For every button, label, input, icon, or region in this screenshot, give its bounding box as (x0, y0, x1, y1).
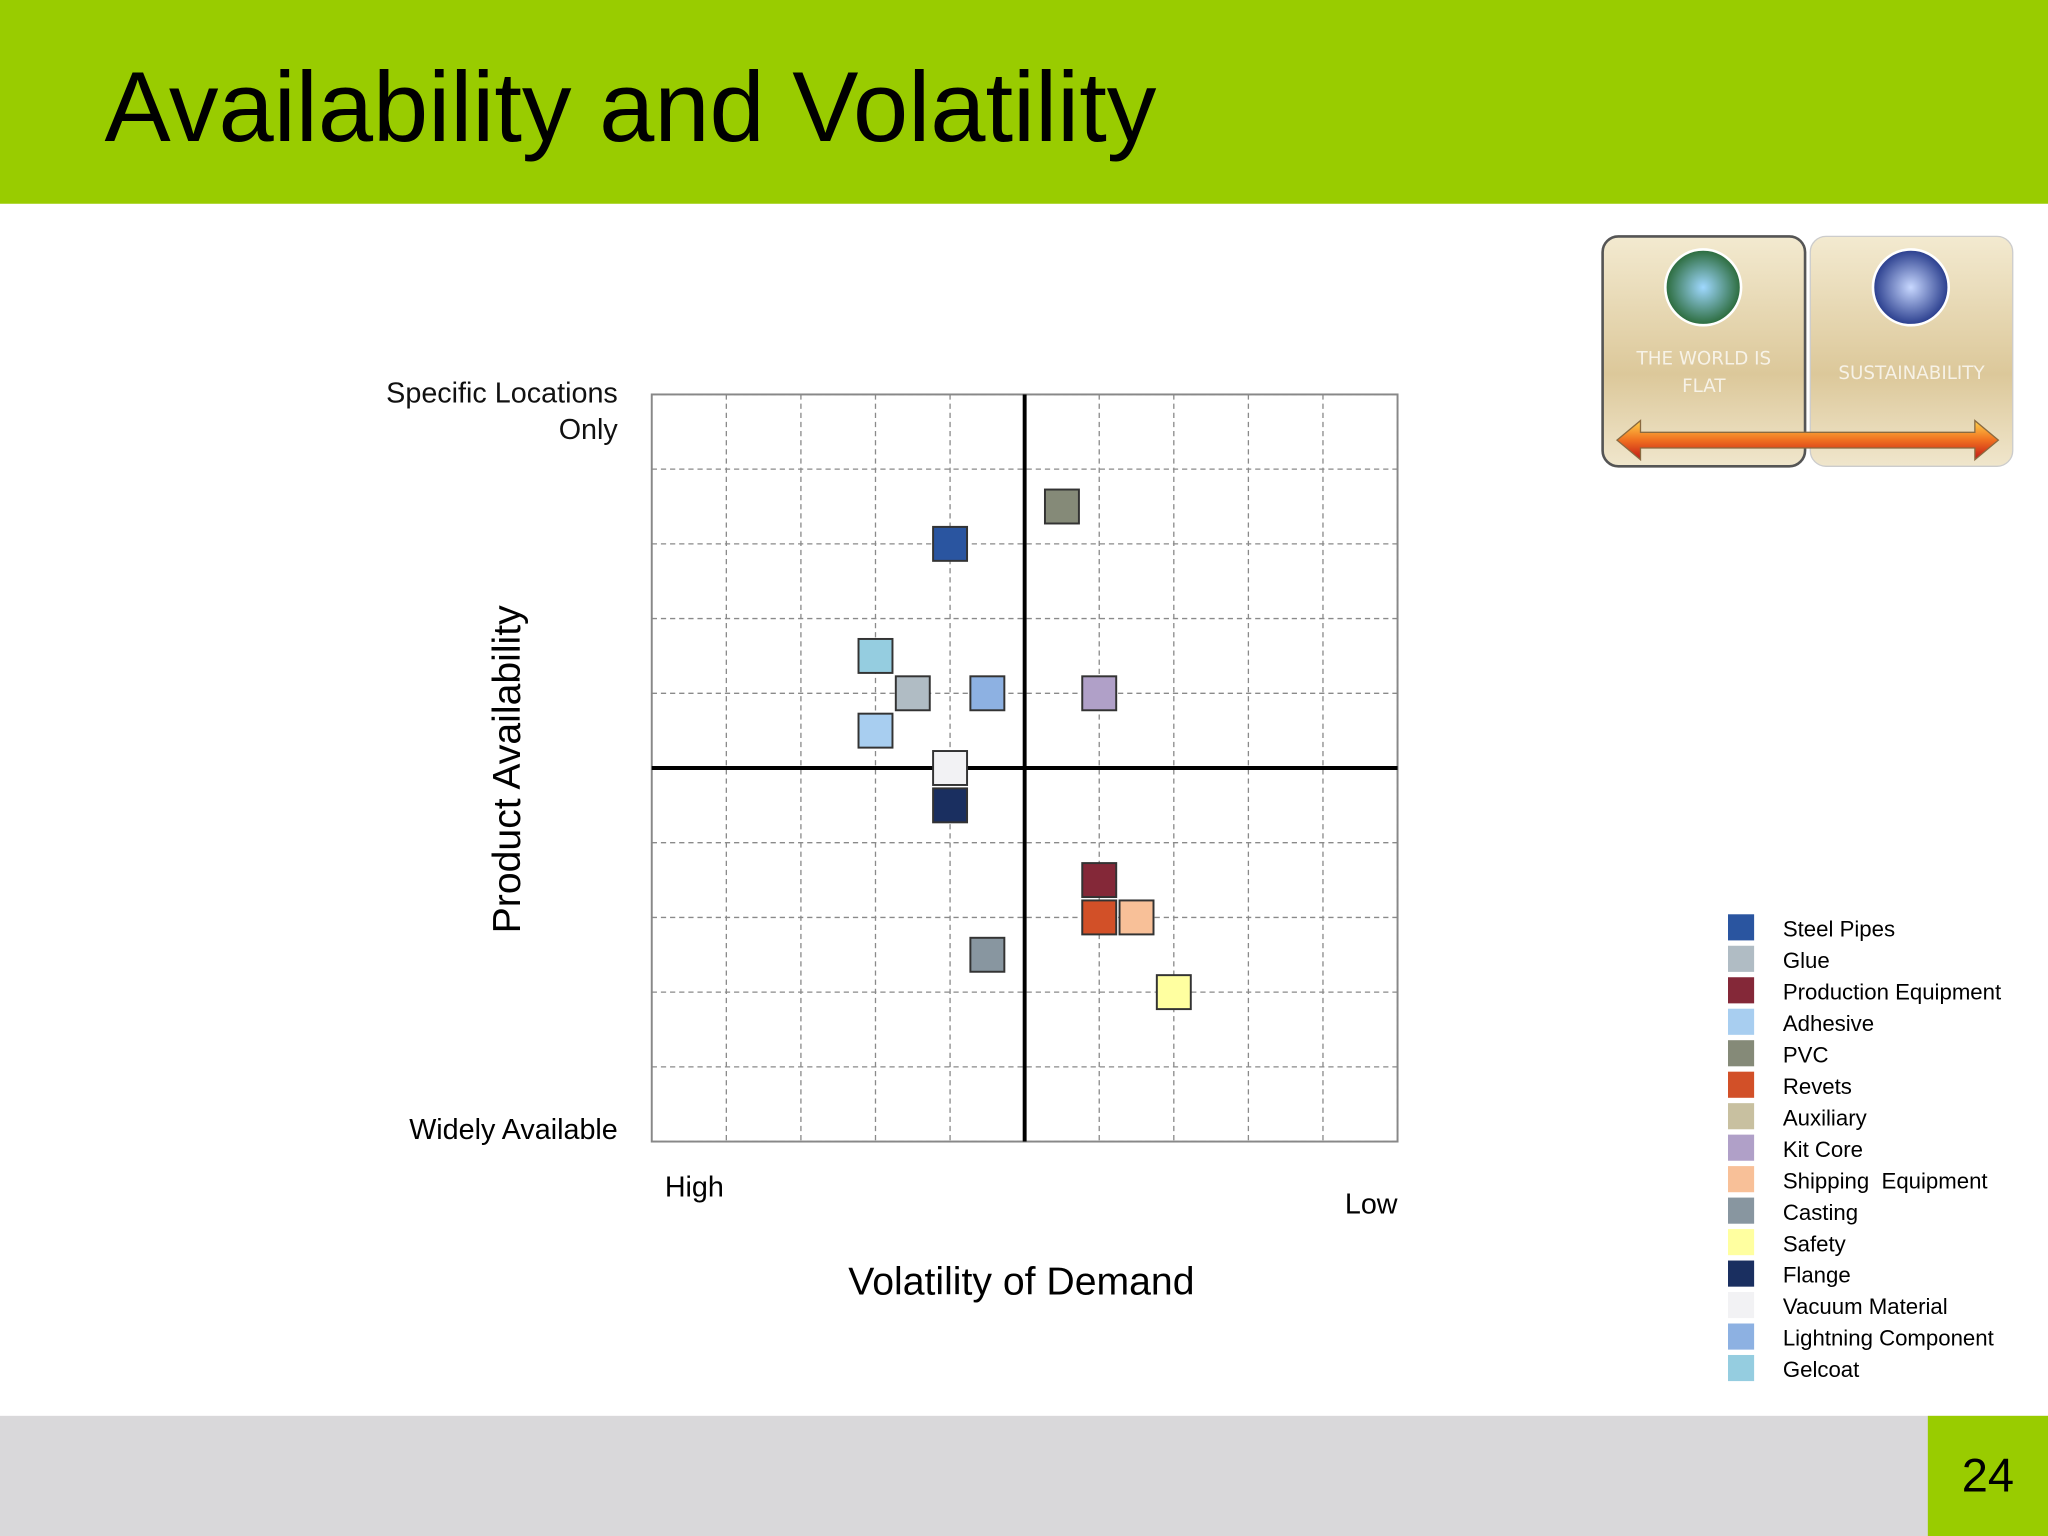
page-number-box (1927, 1415, 2048, 1536)
legend-swatch (1728, 1292, 1755, 1319)
legend: Steel Pipes Glue Production Equipment Adhes… (1728, 914, 2001, 1382)
legend-swatch (1728, 1323, 1755, 1350)
nav-label-box: SUSTAINABILITY (1838, 363, 1985, 384)
nav-label-box: THE WORLD IS FLAT (1636, 348, 1772, 398)
page-number: 24 (1962, 1449, 2014, 1502)
data-point (1081, 899, 1118, 936)
header-bar (0, 0, 2048, 204)
legend-label: Kit Core (1783, 1137, 1863, 1162)
footer-bar (0, 1415, 2048, 1536)
data-point (894, 675, 931, 712)
legend-swatch (1728, 1260, 1755, 1287)
data-point (969, 675, 1006, 712)
x-left-annotation: High (665, 1171, 724, 1203)
data-point (1043, 488, 1080, 525)
legend-swatch (1728, 1103, 1755, 1130)
legend-label: Revets (1783, 1074, 1852, 1099)
nav-arrow (1615, 419, 2000, 462)
data-point (1155, 974, 1192, 1011)
y-axis-label: Product Availability (486, 605, 529, 933)
data-point (932, 525, 969, 562)
legend-label: Safety (1783, 1231, 1847, 1256)
nav-buttons: THE WORLD IS FLAT SUSTAINABILITY (1601, 235, 2014, 468)
legend-swatch (1728, 1166, 1755, 1193)
legend-label: Auxiliary (1783, 1105, 1868, 1130)
data-point (1081, 675, 1118, 712)
legend-swatch (1728, 977, 1755, 1004)
legend-label: Glue (1783, 948, 1830, 973)
legend-swatch (1728, 1354, 1755, 1382)
legend-label: Lightning Component (1783, 1326, 1994, 1351)
data-point (932, 787, 969, 824)
nav-icon (1871, 248, 1951, 327)
legend-swatch (1728, 1229, 1755, 1256)
legend-label: Steel Pipes (1783, 916, 1895, 941)
slide-title: Availability and Volatility (104, 52, 1156, 163)
data-point (1081, 862, 1118, 899)
data-point (969, 936, 1006, 973)
legend-swatch (1728, 1197, 1755, 1224)
legend-label: Flange (1783, 1263, 1851, 1288)
data-point (1118, 899, 1155, 936)
nav-button[interactable] (1809, 235, 2014, 467)
legend-swatch (1728, 914, 1755, 941)
legend-label: PVC (1783, 1042, 1829, 1067)
x-axis-label: Volatility of Demand (848, 1260, 1194, 1303)
data-point (932, 750, 969, 786)
annotation-box: Specific Locations Only (386, 376, 618, 446)
legend-label: Casting (1783, 1200, 1858, 1225)
legend-label: Shipping Equipment (1783, 1168, 1988, 1193)
legend-swatch (1728, 1040, 1755, 1067)
data-point (857, 637, 894, 674)
legend-label: Gelcoat (1783, 1357, 1859, 1382)
nav-label[interactable]: THE WORLD IS FLAT (1636, 348, 1772, 398)
data-point (857, 712, 894, 749)
y-top-annotation: Specific Locations Only (386, 376, 618, 446)
y-bottom-annotation: Widely Available (409, 1114, 618, 1146)
legend-swatch (1728, 945, 1755, 972)
nav-label[interactable]: SUSTAINABILITY (1838, 363, 1985, 384)
legend-swatch (1728, 1008, 1755, 1035)
legend-label: Vacuum Material (1783, 1294, 1948, 1319)
nav-icon (1664, 248, 1743, 327)
legend-label: Production Equipment (1783, 979, 2001, 1004)
x-right-annotation: Low (1345, 1188, 1398, 1220)
legend-swatch (1728, 1134, 1755, 1161)
plot-area (650, 393, 1399, 1143)
legend-swatch (1728, 1071, 1755, 1098)
nav-button[interactable] (1601, 235, 1807, 468)
legend-label: Adhesive (1783, 1011, 1874, 1036)
